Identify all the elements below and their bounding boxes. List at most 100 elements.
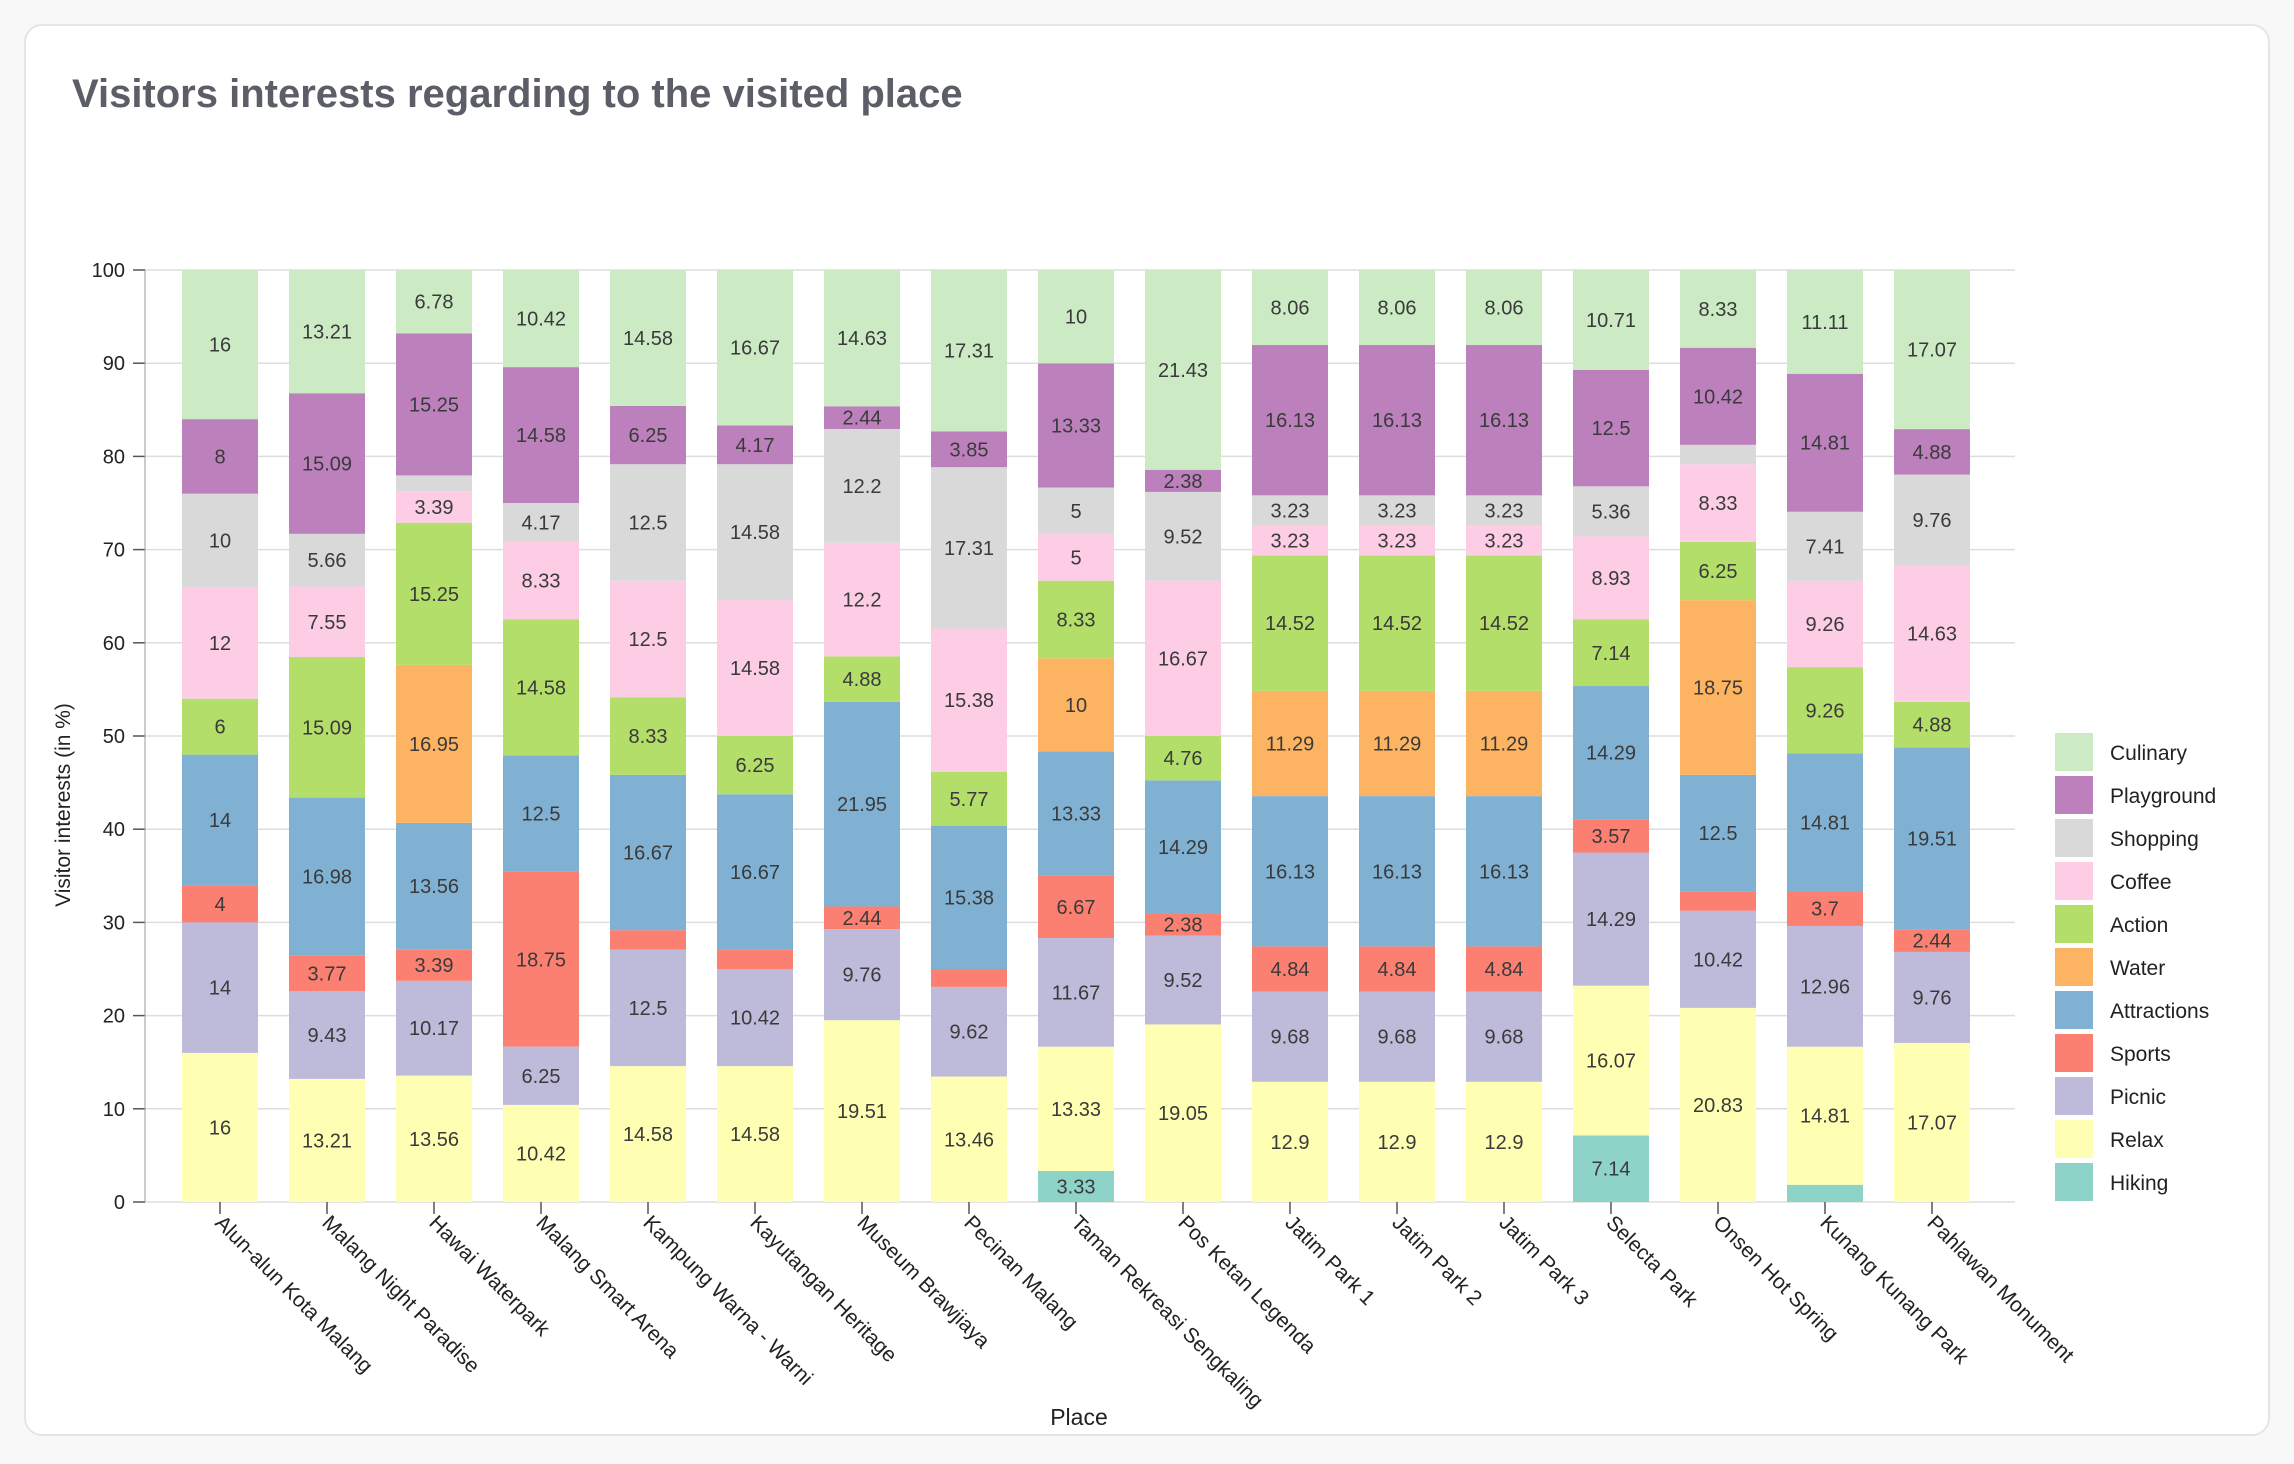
data-label: 9.68 xyxy=(1378,1027,1417,1049)
y-tick-label: 60 xyxy=(103,633,125,655)
bar-segment-sports xyxy=(1680,891,1756,911)
bar-segment-relax xyxy=(1573,985,1649,1136)
legend-item-coffee: Coffee xyxy=(2055,862,2172,900)
bar-stack-museum-brawjiaya: 19.51 9.76 2.44 21.95 4.88 12.2 12.2 2.44 14.63 xyxy=(824,269,900,1202)
data-label: 4.88 xyxy=(1913,442,1952,464)
data-label: 16.98 xyxy=(302,867,352,889)
legend-swatch xyxy=(2055,948,2093,986)
bar-segment-action xyxy=(824,656,900,702)
bar-segment-attractions xyxy=(1894,747,1970,930)
bar-segment-action xyxy=(1573,619,1649,687)
data-label: 3.23 xyxy=(1378,500,1417,522)
data-label: 15.09 xyxy=(302,717,352,739)
data-label: 3.39 xyxy=(415,497,454,519)
bar-segment-sports xyxy=(1252,946,1328,992)
bar-segment-coffee xyxy=(717,600,793,736)
data-label: 4.84 xyxy=(1271,959,1310,981)
y-tick-label: 100 xyxy=(92,260,125,282)
bar-segment-coffee xyxy=(1466,525,1542,556)
bar-segment-playground xyxy=(1145,469,1221,492)
data-label: 16.95 xyxy=(409,734,459,756)
bar-segment-action xyxy=(1038,580,1114,659)
data-label: 4.88 xyxy=(1913,715,1952,737)
bar-segment-relax xyxy=(717,1066,793,1202)
bar-segment-shopping xyxy=(289,533,365,587)
bar-segment-shopping xyxy=(182,493,258,587)
bar-segment-action xyxy=(1680,541,1756,601)
data-label: 3.39 xyxy=(415,955,454,977)
bar-segment-coffee xyxy=(610,580,686,698)
data-label: 8 xyxy=(214,446,225,468)
legend-swatch xyxy=(2055,733,2093,771)
bar-stack-onsen-hot-spring: 20.83 10.42 12.5 18.75 6.25 8.33 10.42 8.33 xyxy=(1680,270,1756,1202)
data-label: 6.25 xyxy=(522,1066,561,1088)
data-label: 9.26 xyxy=(1806,700,1845,722)
legend-label: Shopping xyxy=(2110,828,2199,851)
data-label: 11.29 xyxy=(1480,734,1529,756)
y-tick-label: 20 xyxy=(103,1006,125,1028)
data-label: 14 xyxy=(209,810,231,832)
legend-item-shopping: Shopping xyxy=(2055,819,2199,857)
data-label: 9.52 xyxy=(1164,526,1203,548)
bar-segment-sports xyxy=(503,871,579,1047)
bar-segment-playground xyxy=(1787,373,1863,512)
bar-segment-action xyxy=(503,619,579,756)
bar-segment-playground xyxy=(1573,369,1649,487)
bar-segment-attractions xyxy=(503,755,579,872)
data-label: 10.42 xyxy=(516,1143,566,1165)
data-label: 10.71 xyxy=(1586,310,1636,332)
data-label: 9.76 xyxy=(1913,510,1952,532)
bar-segment-picnic xyxy=(1145,935,1221,1025)
y-tick-label: 40 xyxy=(103,819,125,841)
bar-stack-jatim-park-1: 12.9 9.68 4.84 16.13 11.29 14.52 3.23 3.23 16.13… xyxy=(1252,269,1328,1202)
bar-segment-coffee xyxy=(931,628,1007,772)
data-label: 12 xyxy=(209,633,231,655)
bar-segment-culinary xyxy=(1680,270,1756,348)
data-label: 7.55 xyxy=(308,612,347,634)
bar-segment-culinary xyxy=(1894,270,1970,430)
legend-item-playground: Playground xyxy=(2055,776,2216,814)
legend-swatch xyxy=(2055,1077,2093,1115)
data-label: 6 xyxy=(214,717,225,739)
y-tick-label: 70 xyxy=(103,540,125,562)
bar-segment-shopping xyxy=(1145,491,1221,581)
chart-title: Visitors interests regarding to the visi… xyxy=(72,72,963,116)
bar-segment-culinary xyxy=(289,270,365,394)
bar-segment-shopping xyxy=(1680,444,1756,465)
bar-segment-action xyxy=(182,698,258,755)
data-label: 14.58 xyxy=(730,658,780,680)
bar-segment-shopping xyxy=(1894,474,1970,566)
bar-segment-culinary xyxy=(1573,270,1649,370)
data-label: 3.23 xyxy=(1378,531,1417,553)
data-label: 3.85 xyxy=(950,439,989,461)
bar-segment-playground xyxy=(182,419,258,494)
bar-series: 16 14 4 14 6 12 10 8 16 13.21 9.43 3.77 16.98 15.09 7.… xyxy=(182,269,1970,1202)
data-label: 14.58 xyxy=(730,522,780,544)
data-label: 15.09 xyxy=(302,454,352,476)
bar-segment-action xyxy=(1359,555,1435,691)
data-label: 14 xyxy=(209,978,231,1000)
bar-segment-sports xyxy=(610,930,686,950)
bar-segment-water xyxy=(1680,600,1756,775)
legend-item-hiking: Hiking xyxy=(2055,1163,2168,1201)
data-label: 12.5 xyxy=(629,629,668,651)
data-label: 7.14 xyxy=(1592,643,1631,665)
x-tick-label: Jatim Park 2 xyxy=(1387,1211,1486,1310)
data-label: 4 xyxy=(214,894,225,916)
bar-segment-attractions xyxy=(610,774,686,931)
legend-label: Culinary xyxy=(2110,742,2188,765)
bar-segment-action xyxy=(1466,555,1542,691)
x-tick-label: Pecinan Malang xyxy=(959,1211,1082,1334)
bar-segment-water xyxy=(1466,690,1542,797)
bar-segment-coffee xyxy=(503,541,579,620)
bar-segment-relax xyxy=(182,1052,258,1202)
data-label: 16.67 xyxy=(730,338,780,360)
bar-segment-action xyxy=(610,697,686,775)
data-label: 3.23 xyxy=(1271,500,1310,522)
bar-segment-picnic xyxy=(1466,991,1542,1082)
bar-segment-culinary xyxy=(1359,269,1435,346)
data-label: 6.78 xyxy=(415,292,454,314)
legend-swatch xyxy=(2055,862,2093,900)
bar-segment-water xyxy=(1359,690,1435,797)
